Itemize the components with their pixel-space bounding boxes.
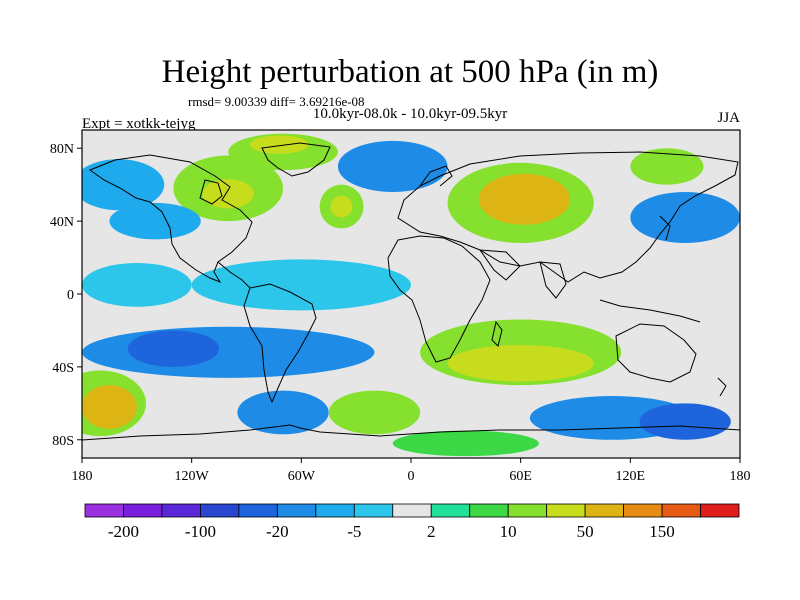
colorbar-label: 150 xyxy=(649,522,675,541)
colorbar-swatch xyxy=(161,503,201,518)
colorbar-label: 10 xyxy=(500,522,517,541)
colorbar-label: 2 xyxy=(427,522,436,541)
x-tick-label: 60E xyxy=(509,469,532,484)
contour-region-south-pacific-strong-negative xyxy=(127,330,220,367)
coast-new-zealand xyxy=(717,377,727,397)
contour-region-drake-negative xyxy=(237,390,329,435)
coast-hudson-bay xyxy=(199,179,223,205)
colorbar-swatch xyxy=(546,503,586,518)
contour-region-north-pacific-negative xyxy=(82,159,165,211)
colorbar-swatch xyxy=(315,503,355,518)
map-panel xyxy=(81,129,741,459)
coast-north-america xyxy=(88,154,253,284)
contour-region-tropical-pacific-negative xyxy=(82,263,192,307)
contour-region-arctic-greenland-core xyxy=(250,135,309,154)
coast-greenland xyxy=(261,142,331,177)
colorbar-label: -20 xyxy=(266,522,289,541)
y-tick-label: 80S xyxy=(52,434,74,449)
x-tick-label: 60W xyxy=(288,469,316,484)
x-tick-label: 180 xyxy=(72,469,93,484)
coast-indonesia xyxy=(599,299,701,323)
coast-south-america xyxy=(243,283,317,404)
coast-europe-asia xyxy=(397,151,739,283)
y-tick-label: 40S xyxy=(52,361,74,376)
colorbar-label: -5 xyxy=(347,522,361,541)
chart-title: Height perturbation at 500 hPa (in m) xyxy=(162,54,659,90)
contour-region-siberia-positive xyxy=(630,148,704,185)
coast-madagascar xyxy=(491,320,503,347)
colorbar-swatch xyxy=(584,503,624,518)
coast-scandinavia xyxy=(419,165,453,187)
colorbar-swatch xyxy=(623,503,663,518)
map-axes: 180 120W 60W 0 60E 120E 180 80N 40N 0 40S 80S xyxy=(50,142,751,484)
y-tick-label: 0 xyxy=(67,288,74,303)
colorbar-swatch xyxy=(661,503,701,518)
period-label: 10.0kyr-08.0k - 10.0kyr-09.5kyr xyxy=(313,106,507,122)
contour-region-antarctic-positive xyxy=(392,430,539,457)
colorbar-swatch xyxy=(84,503,124,518)
y-tick-label: 80N xyxy=(50,142,74,157)
coast-antarctica xyxy=(82,424,740,441)
colorbar-swatch xyxy=(392,503,432,518)
coast-japan xyxy=(659,215,671,241)
x-tick-label: 180 xyxy=(730,469,751,484)
colorbar: -200 -100 -20 -5 2 10 50 150 xyxy=(84,503,740,541)
colorbar-swatch xyxy=(276,503,317,518)
experiment-label: Expt = xotkk-tejyg xyxy=(82,116,196,132)
colorbar-label: -200 xyxy=(108,522,139,541)
colorbar-label: -100 xyxy=(185,522,216,541)
colorbar-swatch xyxy=(238,503,278,518)
colorbar-swatch xyxy=(353,503,394,518)
coast-africa xyxy=(387,235,491,363)
contour-region-south-atlantic-positive xyxy=(328,390,421,435)
colorbar-swatch xyxy=(700,503,740,518)
contour-region-south-pacific-negative-band xyxy=(82,326,375,378)
y-tick-label: 40N xyxy=(50,215,74,230)
contour-region-south-pacific-maximum xyxy=(82,385,137,429)
colorbar-swatch xyxy=(123,503,163,518)
contour-region-east-asia-negative xyxy=(630,191,740,243)
stats-label: rmsd= 9.00339 diff= 3.69216e-08 xyxy=(188,94,365,109)
colorbar-swatch xyxy=(200,503,240,518)
coast-australia xyxy=(615,323,697,383)
x-tick-label: 120W xyxy=(175,469,210,484)
season-label: JJA xyxy=(717,110,740,126)
contour-region-north-atlantic-negative xyxy=(337,140,448,192)
colorbar-label: 50 xyxy=(577,522,594,541)
coast-india xyxy=(539,261,567,299)
contour-region-south-indian-core xyxy=(447,345,594,382)
contour-region-central-asia-maximum xyxy=(478,173,571,225)
contour-region-antarctic-negative xyxy=(639,403,731,440)
colorbar-swatch xyxy=(469,503,509,518)
x-tick-label: 120E xyxy=(616,469,646,484)
x-tick-label: 0 xyxy=(408,469,415,484)
coast-arabia xyxy=(478,249,521,281)
colorbar-swatch xyxy=(430,503,471,518)
contour-region-west-north-america-negative xyxy=(109,202,201,240)
coast-central-america xyxy=(217,261,251,289)
contour-region-mid-atlantic-core xyxy=(330,195,353,218)
coastlines xyxy=(82,142,740,441)
contour-fills xyxy=(82,133,740,457)
colorbar-swatch xyxy=(507,503,548,518)
